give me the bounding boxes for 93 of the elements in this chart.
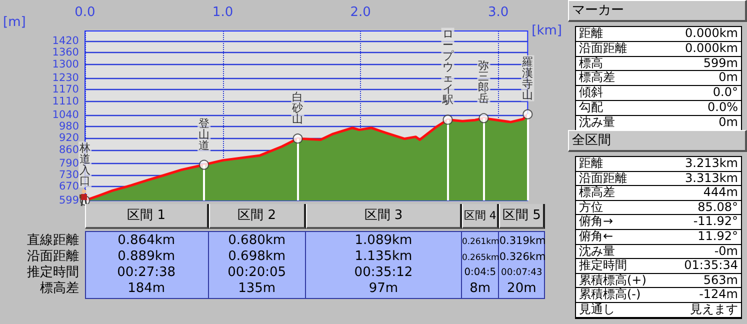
category-label: 累積標高(-) [579, 287, 641, 302]
text: 11.92° [698, 228, 738, 243]
category-label: 見通し [579, 302, 615, 317]
text: 8m [470, 281, 491, 296]
y-tick-label: 1420 [52, 35, 79, 48]
text: 563m [703, 272, 738, 287]
text: 0.261km [462, 236, 500, 246]
text: 0.326km [499, 251, 546, 263]
text: 0.889km [118, 249, 176, 264]
y-tick-label: 670 [58, 180, 79, 193]
category-label: 累積標高(+) [579, 272, 646, 288]
category-label: 距離 [579, 26, 603, 41]
text: 00:27:38 [117, 265, 176, 280]
text: 0.319km [499, 235, 546, 247]
category-label: 距離 [579, 156, 603, 171]
text: 00:20:05 [228, 265, 286, 280]
annotation: 羅漢寺山 [522, 55, 534, 102]
text: 0.000km [685, 26, 738, 40]
category-label: 標高 [579, 56, 603, 70]
text: 85.08° [698, 200, 738, 214]
y-tick-label: 1170 [52, 84, 79, 96]
y-tick-label: 599 [58, 194, 79, 206]
category-label: 標高差 [579, 185, 615, 200]
text: -11.92° [693, 214, 738, 228]
category-label: 区間 5 [499, 204, 545, 229]
text: 0m [718, 114, 738, 129]
y-tick-label: 1110 [52, 95, 79, 108]
category-label: 俯角← [579, 228, 614, 244]
x-tick-label: 2.0 [350, 5, 371, 20]
category-label: 区間 1 [85, 204, 209, 229]
y-tick-label: 790 [58, 157, 79, 170]
category-label: 傾斜 [579, 85, 603, 100]
category-label: 沈み量 [579, 114, 615, 130]
text: 0.000km [685, 40, 738, 55]
text: 00:35:12 [354, 265, 413, 280]
text: 599m [703, 56, 738, 70]
annotation: 白砂山 [291, 90, 304, 126]
text: 135m [238, 281, 276, 296]
text: 0m [718, 70, 738, 84]
y-axis-title: [m] [3, 15, 26, 30]
text: 0.265km [462, 252, 500, 262]
x-tick-label: 3.0 [488, 5, 509, 20]
text: 3.213km [685, 156, 738, 170]
text: 3.313km [685, 170, 738, 185]
text: 0.0° [712, 85, 738, 100]
annotation: 弥三郎岳 [478, 59, 490, 106]
category-label: 沿面距離 [579, 40, 627, 56]
text: -0m [714, 244, 738, 258]
category-label: 直線距離 [27, 233, 79, 248]
text: 184m [128, 281, 166, 296]
text: 0.864km [118, 233, 176, 248]
y-tick-label: 730 [58, 169, 79, 182]
annotation: 登山道 [198, 116, 210, 152]
x-axis-title: [km] [532, 24, 562, 38]
category-label: 勾配 [579, 100, 603, 115]
text: 00:07:43 [501, 267, 542, 278]
category-label: 沿面距離 [27, 249, 79, 264]
text: 20m [507, 281, 536, 296]
y-tick-label: 920 [58, 132, 79, 144]
y-tick-label: 1040 [52, 108, 79, 121]
text: 見えます [690, 302, 738, 316]
category-label: 標高差 [40, 281, 79, 296]
text: 0.0% [708, 100, 738, 114]
x-tick-label: 1.0 [212, 5, 234, 20]
y-tick-label: 1360 [52, 46, 79, 59]
text: 0.680km [228, 233, 286, 248]
text: 0:04:5 [464, 267, 496, 278]
text: 444m [703, 185, 738, 200]
category-label: 標高差 [579, 70, 615, 86]
annotation: 林道入口 [78, 142, 90, 188]
text: 01:35:34 [684, 258, 738, 272]
text: 全区間 [568, 130, 747, 152]
text: 0.698km [228, 249, 286, 264]
category-label: 推定時間 [27, 265, 79, 280]
annotation: ロープウェイ駅 [441, 28, 454, 107]
text: マーカー [568, 0, 747, 22]
category-label: 方位 [579, 200, 603, 214]
text: 1.135km [354, 249, 412, 264]
y-tick-label: 860 [58, 144, 79, 156]
x-tick-label: 0.0 [74, 5, 96, 20]
category-label: 俯角→ [579, 214, 614, 229]
category-label: 沿面距離 [579, 170, 627, 186]
text: 97m [368, 281, 398, 296]
text: 1.089km [354, 233, 412, 248]
category-label: 推定時間 [579, 258, 627, 273]
category-label: 沈み量 [579, 244, 615, 258]
y-tick-label: 980 [58, 120, 79, 133]
y-tick-label: 1300 [52, 58, 79, 70]
text: -124m [699, 287, 738, 302]
category-label: 区間 4 [462, 204, 500, 229]
category-label: 区間 2 [208, 204, 306, 229]
category-label: 区間 3 [306, 204, 462, 229]
y-tick-label: 1230 [52, 72, 79, 84]
